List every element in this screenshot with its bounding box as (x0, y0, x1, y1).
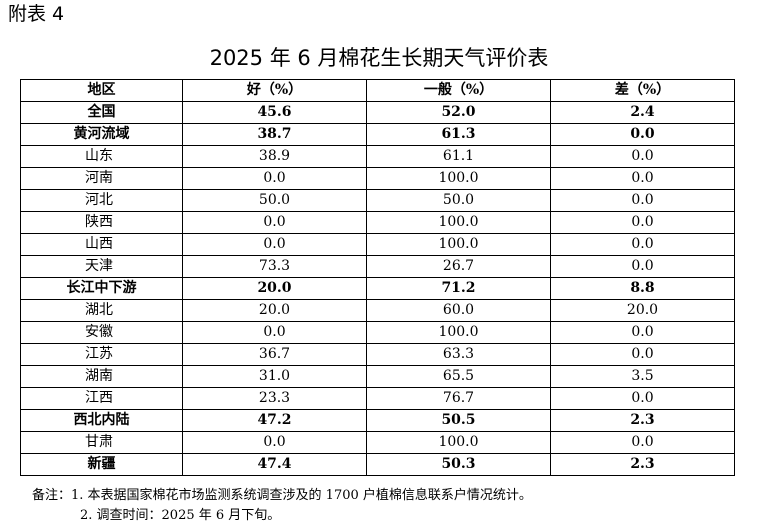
cell-normal: 50.3 (366, 453, 551, 476)
table-row: 江西 23.3 76.7 0.0 (20, 387, 735, 410)
cell-normal: 76.7 (366, 387, 551, 410)
cell-region-name: 安徽 (20, 321, 183, 344)
cell-normal: 63.3 (366, 343, 551, 366)
cell-poor: 0.0 (550, 211, 735, 234)
table-body: 全国 45.6 52.0 2.4 黄河流域 38.7 61.3 0.0 山东 38.9 61.1 0.… (20, 101, 735, 476)
table-row: 湖北 20.0 60.0 20.0 (20, 299, 735, 322)
cell-poor: 0.0 (550, 145, 735, 168)
cell-normal: 60.0 (366, 299, 551, 322)
cell-poor: 20.0 (550, 299, 735, 322)
cell-good: 50.0 (182, 189, 367, 212)
table-row: 全国 45.6 52.0 2.4 (20, 101, 735, 124)
cell-poor: 0.0 (550, 343, 735, 366)
table-row: 湖南 31.0 65.5 3.5 (20, 365, 735, 388)
table-row: 河南 0.0 100.0 0.0 (20, 167, 735, 190)
cell-region-name: 长江中下游 (20, 277, 183, 300)
cell-poor: 3.5 (550, 365, 735, 388)
cell-region-name: 湖北 (20, 299, 183, 322)
cell-region-name: 江西 (20, 387, 183, 410)
cell-normal: 100.0 (366, 431, 551, 454)
cell-poor: 8.8 (550, 277, 735, 300)
cell-poor: 0.0 (550, 123, 735, 146)
cell-region-name: 西北内陆 (20, 409, 183, 432)
cell-normal: 100.0 (366, 167, 551, 190)
cell-poor: 2.4 (550, 101, 735, 124)
cell-good: 47.4 (182, 453, 367, 476)
note-1: 备注：1. 本表据国家棉花市场监测系统调查涉及的 1700 户植棉信息联系户情况… (32, 488, 532, 503)
table-row: 安徽 0.0 100.0 0.0 (20, 321, 735, 344)
cell-normal: 65.5 (366, 365, 551, 388)
cell-region-name: 山东 (20, 145, 183, 168)
cell-normal: 100.0 (366, 233, 551, 256)
cell-good: 47.2 (182, 409, 367, 432)
cell-normal: 26.7 (366, 255, 551, 278)
cell-region-name: 甘肃 (20, 431, 183, 454)
table-row: 天津 73.3 26.7 0.0 (20, 255, 735, 278)
cell-region-name: 全国 (20, 101, 183, 124)
cell-good: 38.9 (182, 145, 367, 168)
table-row: 黄河流域 38.7 61.3 0.0 (20, 123, 735, 146)
cell-region-name: 河南 (20, 167, 183, 190)
appendix-label: 附表 4 (8, 3, 65, 25)
cell-good: 20.0 (182, 277, 367, 300)
table-title: 2025 年 6 月棉花生长期天气评价表 (209, 46, 549, 70)
cell-normal: 61.1 (366, 145, 551, 168)
header-row: 地区 好（%） 一般（%） 差（%） (20, 79, 735, 102)
table-row: 河北 50.0 50.0 0.0 (20, 189, 735, 212)
cell-poor: 0.0 (550, 167, 735, 190)
cell-normal: 100.0 (366, 321, 551, 344)
notes: 备注：1. 本表据国家棉花市场监测系统调查涉及的 1700 户植棉信息联系户情况… (32, 486, 532, 526)
table-row: 长江中下游 20.0 71.2 8.8 (20, 277, 735, 300)
cell-good: 45.6 (182, 101, 367, 124)
cell-poor: 2.3 (550, 453, 735, 476)
cell-good: 0.0 (182, 321, 367, 344)
cell-good: 0.0 (182, 211, 367, 234)
cell-normal: 52.0 (366, 101, 551, 124)
cell-poor: 0.0 (550, 321, 735, 344)
cell-region-name: 山西 (20, 233, 183, 256)
cell-good: 36.7 (182, 343, 367, 366)
cell-region-name: 黄河流域 (20, 123, 183, 146)
header-good: 好（%） (182, 79, 367, 102)
header-poor: 差（%） (550, 79, 735, 102)
cell-poor: 0.0 (550, 255, 735, 278)
table-row: 山东 38.9 61.1 0.0 (20, 145, 735, 168)
header-region: 地区 (20, 79, 183, 102)
cell-region-name: 河北 (20, 189, 183, 212)
cell-normal: 61.3 (366, 123, 551, 146)
table-row: 陕西 0.0 100.0 0.0 (20, 211, 735, 234)
cell-region-name: 陕西 (20, 211, 183, 234)
cell-region-name: 新疆 (20, 453, 183, 476)
cell-poor: 0.0 (550, 431, 735, 454)
cell-poor: 0.0 (550, 189, 735, 212)
cell-good: 73.3 (182, 255, 367, 278)
cell-region-name: 天津 (20, 255, 183, 278)
cell-good: 20.0 (182, 299, 367, 322)
cell-region-name: 江苏 (20, 343, 183, 366)
cell-good: 0.0 (182, 167, 367, 190)
table-row: 新疆 47.4 50.3 2.3 (20, 453, 735, 476)
weather-evaluation-table: 地区 好（%） 一般（%） 差（%） 全国 45.6 52.0 2.4 黄河流域 38.7… (20, 79, 735, 476)
cell-normal: 50.0 (366, 189, 551, 212)
cell-poor: 0.0 (550, 387, 735, 410)
cell-normal: 100.0 (366, 211, 551, 234)
cell-good: 0.0 (182, 431, 367, 454)
table-row: 山西 0.0 100.0 0.0 (20, 233, 735, 256)
cell-poor: 2.3 (550, 409, 735, 432)
cell-good: 31.0 (182, 365, 367, 388)
table-row: 甘肃 0.0 100.0 0.0 (20, 431, 735, 454)
note-2: 2. 调查时间：2025 年 6 月下旬。 (80, 508, 281, 523)
table-row: 西北内陆 47.2 50.5 2.3 (20, 409, 735, 432)
cell-good: 23.3 (182, 387, 367, 410)
cell-good: 38.7 (182, 123, 367, 146)
header-normal: 一般（%） (366, 79, 551, 102)
cell-normal: 71.2 (366, 277, 551, 300)
cell-normal: 50.5 (366, 409, 551, 432)
cell-region-name: 湖南 (20, 365, 183, 388)
table-row: 江苏 36.7 63.3 0.0 (20, 343, 735, 366)
cell-poor: 0.0 (550, 233, 735, 256)
cell-good: 0.0 (182, 233, 367, 256)
